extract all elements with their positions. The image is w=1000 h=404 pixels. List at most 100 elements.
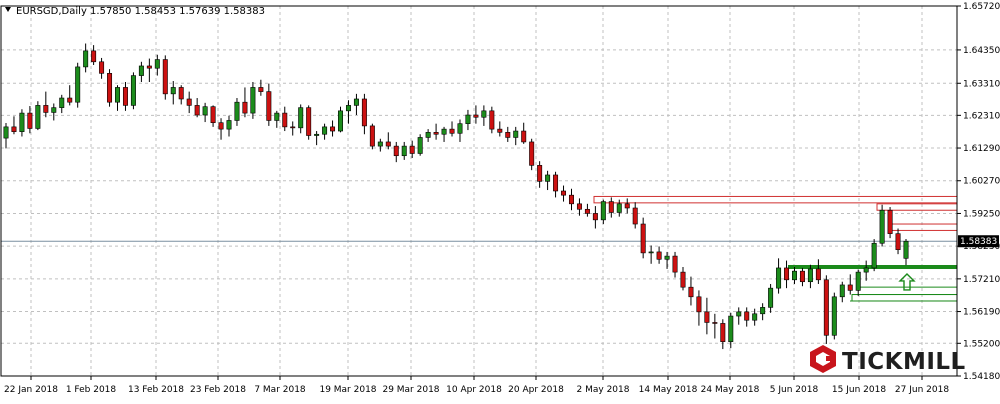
candle-bull bbox=[59, 94, 65, 114]
candle-body bbox=[274, 112, 280, 121]
candle-body bbox=[648, 251, 654, 254]
candle-body bbox=[385, 141, 391, 147]
candle-body bbox=[815, 268, 821, 281]
candle-bear bbox=[712, 313, 718, 339]
candle-body bbox=[178, 87, 184, 100]
candle-body bbox=[409, 145, 415, 154]
candle-body bbox=[728, 315, 734, 342]
candle-bear bbox=[266, 83, 272, 126]
candle-bull bbox=[314, 131, 320, 146]
candle-body bbox=[27, 112, 33, 129]
candle-bear bbox=[409, 140, 415, 158]
candle-body bbox=[688, 286, 694, 298]
candle-body bbox=[584, 208, 590, 214]
candle-bear bbox=[720, 319, 726, 350]
candle-body bbox=[290, 126, 296, 129]
candle-body bbox=[51, 107, 57, 113]
candle-bull bbox=[35, 101, 41, 131]
candle-bull bbox=[115, 85, 120, 111]
triangle-down-icon[interactable] bbox=[5, 7, 11, 12]
candle-body bbox=[401, 145, 407, 157]
candle-body bbox=[441, 128, 447, 135]
current-price-label: 1.58383 bbox=[960, 237, 997, 247]
candle-body bbox=[59, 97, 65, 108]
candle-body bbox=[545, 174, 551, 182]
candle-bull bbox=[736, 307, 742, 325]
candle-bear bbox=[186, 91, 192, 114]
candle-bull bbox=[792, 266, 797, 284]
candle-body bbox=[186, 98, 192, 106]
y-tick-label: 1.57210 bbox=[963, 275, 1000, 285]
candle-body bbox=[361, 98, 367, 127]
candle-bear bbox=[306, 105, 312, 140]
candle-bear bbox=[895, 228, 901, 255]
candle-bull bbox=[728, 312, 734, 349]
candle-body bbox=[529, 141, 535, 166]
candle-bull bbox=[648, 245, 654, 264]
candle-body bbox=[473, 114, 479, 118]
candle-bull bbox=[457, 119, 463, 142]
candle-bull bbox=[3, 123, 9, 149]
candle-body bbox=[505, 132, 511, 138]
candle-body bbox=[720, 323, 726, 342]
candle-body bbox=[314, 133, 320, 136]
candle-body bbox=[298, 107, 304, 129]
candle-body bbox=[122, 87, 128, 106]
candle-body bbox=[592, 213, 598, 221]
candle-body bbox=[99, 61, 105, 74]
candle-bear bbox=[799, 267, 805, 287]
candle-bear bbox=[505, 126, 511, 142]
candle-bull bbox=[75, 62, 81, 108]
x-tick-label: 2 May 2018 bbox=[577, 385, 630, 395]
candle-bull bbox=[345, 100, 351, 124]
candle-body bbox=[242, 101, 248, 114]
candle-bull bbox=[664, 251, 670, 269]
candle-body bbox=[640, 223, 646, 254]
candle-bear bbox=[815, 259, 821, 284]
candle-bear bbox=[361, 93, 367, 135]
y-tick-label: 1.56190 bbox=[963, 308, 1000, 318]
candle-body bbox=[799, 270, 805, 283]
candle-bear bbox=[680, 266, 686, 291]
candle-body bbox=[306, 107, 312, 136]
x-tick-label: 10 Apr 2018 bbox=[446, 385, 502, 395]
candle-bear bbox=[632, 202, 638, 229]
y-tick-label: 1.64350 bbox=[963, 46, 1000, 56]
candle-body bbox=[744, 311, 750, 321]
candle-body bbox=[282, 112, 288, 128]
candle-body bbox=[11, 126, 17, 132]
candle-bull bbox=[768, 283, 774, 313]
y-tick-label: 1.60270 bbox=[963, 177, 1000, 187]
sr-zones bbox=[593, 195, 958, 302]
candle-bear bbox=[122, 81, 128, 111]
candle-bear bbox=[584, 203, 590, 217]
up-arrow-icon bbox=[898, 272, 916, 291]
candle-body bbox=[75, 66, 81, 103]
candle-body bbox=[258, 87, 264, 92]
tickmill-wordmark: TICKMILL bbox=[842, 349, 966, 375]
candle-bear bbox=[290, 121, 296, 136]
candle-body bbox=[330, 126, 336, 132]
candle-bear bbox=[561, 185, 567, 202]
resistance-zone bbox=[876, 203, 958, 211]
candle-body bbox=[146, 65, 152, 69]
tickmill-branding: TICKMILL bbox=[810, 345, 966, 375]
candle-bull bbox=[377, 138, 383, 152]
candle-bull bbox=[513, 126, 519, 146]
y-tick-label: 1.55200 bbox=[963, 339, 1000, 349]
candle-body bbox=[266, 91, 272, 121]
candle-body bbox=[792, 270, 797, 281]
candle-body bbox=[138, 65, 144, 76]
candle-body bbox=[210, 106, 216, 124]
candle-body bbox=[632, 207, 638, 225]
candle-bull bbox=[807, 264, 813, 289]
candle-body bbox=[704, 311, 710, 323]
candle-body bbox=[489, 110, 495, 130]
candle-body bbox=[481, 110, 487, 118]
candle-body bbox=[784, 267, 790, 281]
candle-bull bbox=[322, 123, 328, 140]
candle-body bbox=[823, 279, 829, 336]
candle-body bbox=[513, 130, 519, 138]
